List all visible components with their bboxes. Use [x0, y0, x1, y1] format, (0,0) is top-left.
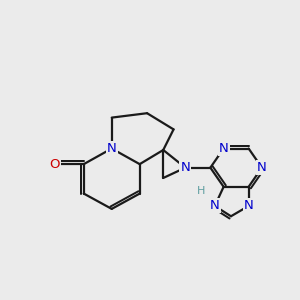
Text: N: N [181, 161, 190, 174]
Text: N: N [219, 142, 229, 155]
Text: N: N [257, 161, 267, 174]
Text: N: N [107, 142, 117, 155]
Text: N: N [210, 200, 220, 212]
Text: H: H [197, 186, 206, 196]
Text: O: O [49, 158, 60, 171]
Text: N: N [244, 200, 254, 212]
